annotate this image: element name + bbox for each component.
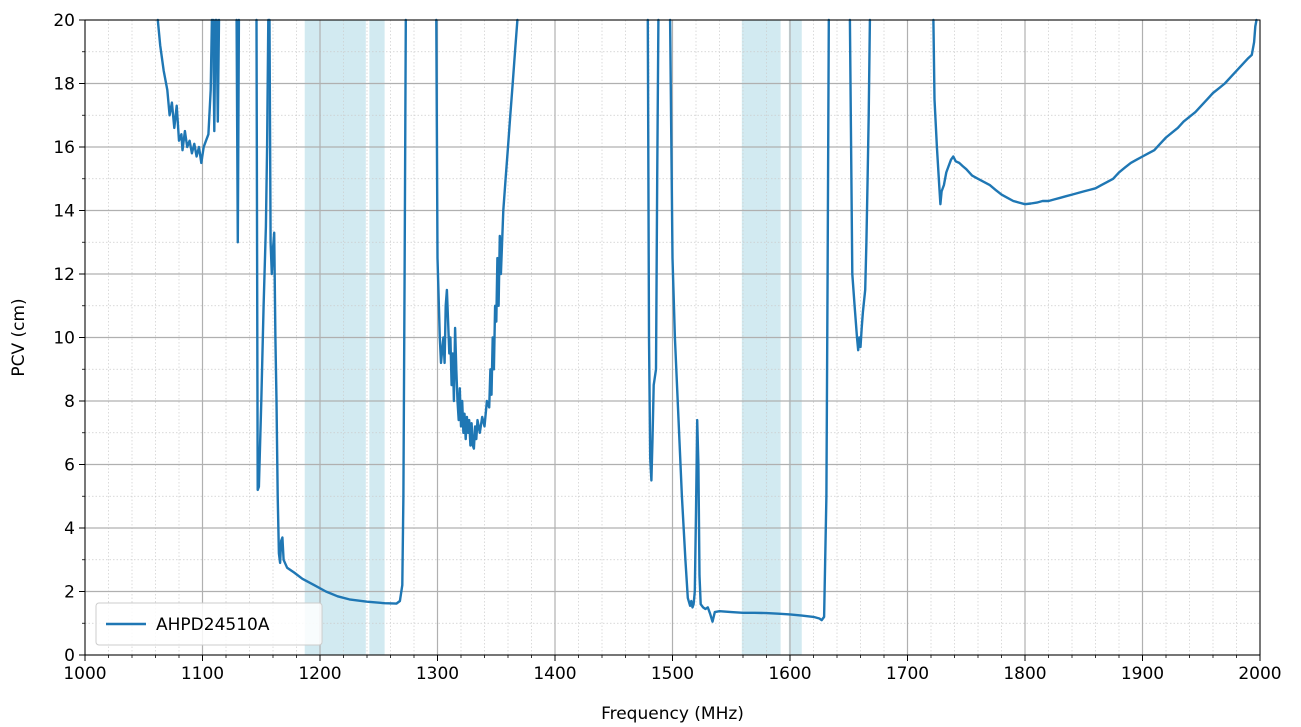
series-line-ahpd24510a-segment-6 <box>268 18 407 605</box>
series-line-ahpd24510a-segment-7 <box>435 18 519 450</box>
series-line-ahpd24510a-segment-4 <box>235 18 241 244</box>
series-line-ahpd24510a-segment-8 <box>646 18 660 482</box>
series-line-ahpd24510a-segment-10 <box>848 18 872 352</box>
y-tick-label-0: 0 <box>64 646 75 666</box>
x-tick-label-1600: 1600 <box>768 664 811 684</box>
series-line-ahpd24510a-segment-1 <box>156 18 214 165</box>
x-tick-label-2000: 2000 <box>1238 664 1281 684</box>
series-line-ahpd24510a-segment-2 <box>211 18 217 133</box>
y-tick-label-10: 10 <box>53 329 75 349</box>
y-axis-label: PCV (cm) <box>9 298 29 376</box>
x-tick-label-1900: 1900 <box>1121 664 1164 684</box>
y-tick-label-18: 18 <box>53 75 75 95</box>
axis-ticks <box>79 19 1261 661</box>
x-tick-label-1200: 1200 <box>298 664 341 684</box>
series-line-ahpd24510a-segment-5 <box>255 18 270 492</box>
x-tick-label-1300: 1300 <box>416 664 459 684</box>
legend: AHPD24510A <box>95 602 323 646</box>
series-group <box>156 18 1258 623</box>
y-tick-label-12: 12 <box>53 265 75 285</box>
y-tick-label-6: 6 <box>64 456 75 476</box>
x-axis-label: Frequency (MHz) <box>601 704 744 724</box>
x-tick-label-1800: 1800 <box>1003 664 1046 684</box>
y-tick-label-8: 8 <box>64 392 75 412</box>
x-tick-label-1700: 1700 <box>886 664 929 684</box>
y-tick-labels: 0 2 4 6 8 10 12 14 16 18 20 <box>53 11 75 666</box>
series-line-ahpd24510a-segment-9 <box>668 18 830 623</box>
y-tick-label-20: 20 <box>53 11 75 31</box>
y-tick-label-16: 16 <box>53 138 75 158</box>
x-tick-label-1100: 1100 <box>181 664 224 684</box>
y-tick-label-14: 14 <box>53 202 75 222</box>
x-tick-label-1000: 1000 <box>63 664 106 684</box>
series-line-ahpd24510a-segment-3 <box>215 18 221 123</box>
y-tick-label-4: 4 <box>64 519 75 539</box>
series-line-ahpd24510a-segment-11 <box>932 18 1258 206</box>
x-tick-label-1500: 1500 <box>651 664 694 684</box>
x-tick-label-1400: 1400 <box>533 664 576 684</box>
y-tick-label-2: 2 <box>64 583 75 603</box>
legend-box <box>95 602 323 646</box>
legend-label-ahpd24510a: AHPD24510A <box>156 615 270 635</box>
x-tick-labels: 1000 1100 1200 1300 1400 1500 1600 1700 1800 1900… <box>63 664 1281 684</box>
